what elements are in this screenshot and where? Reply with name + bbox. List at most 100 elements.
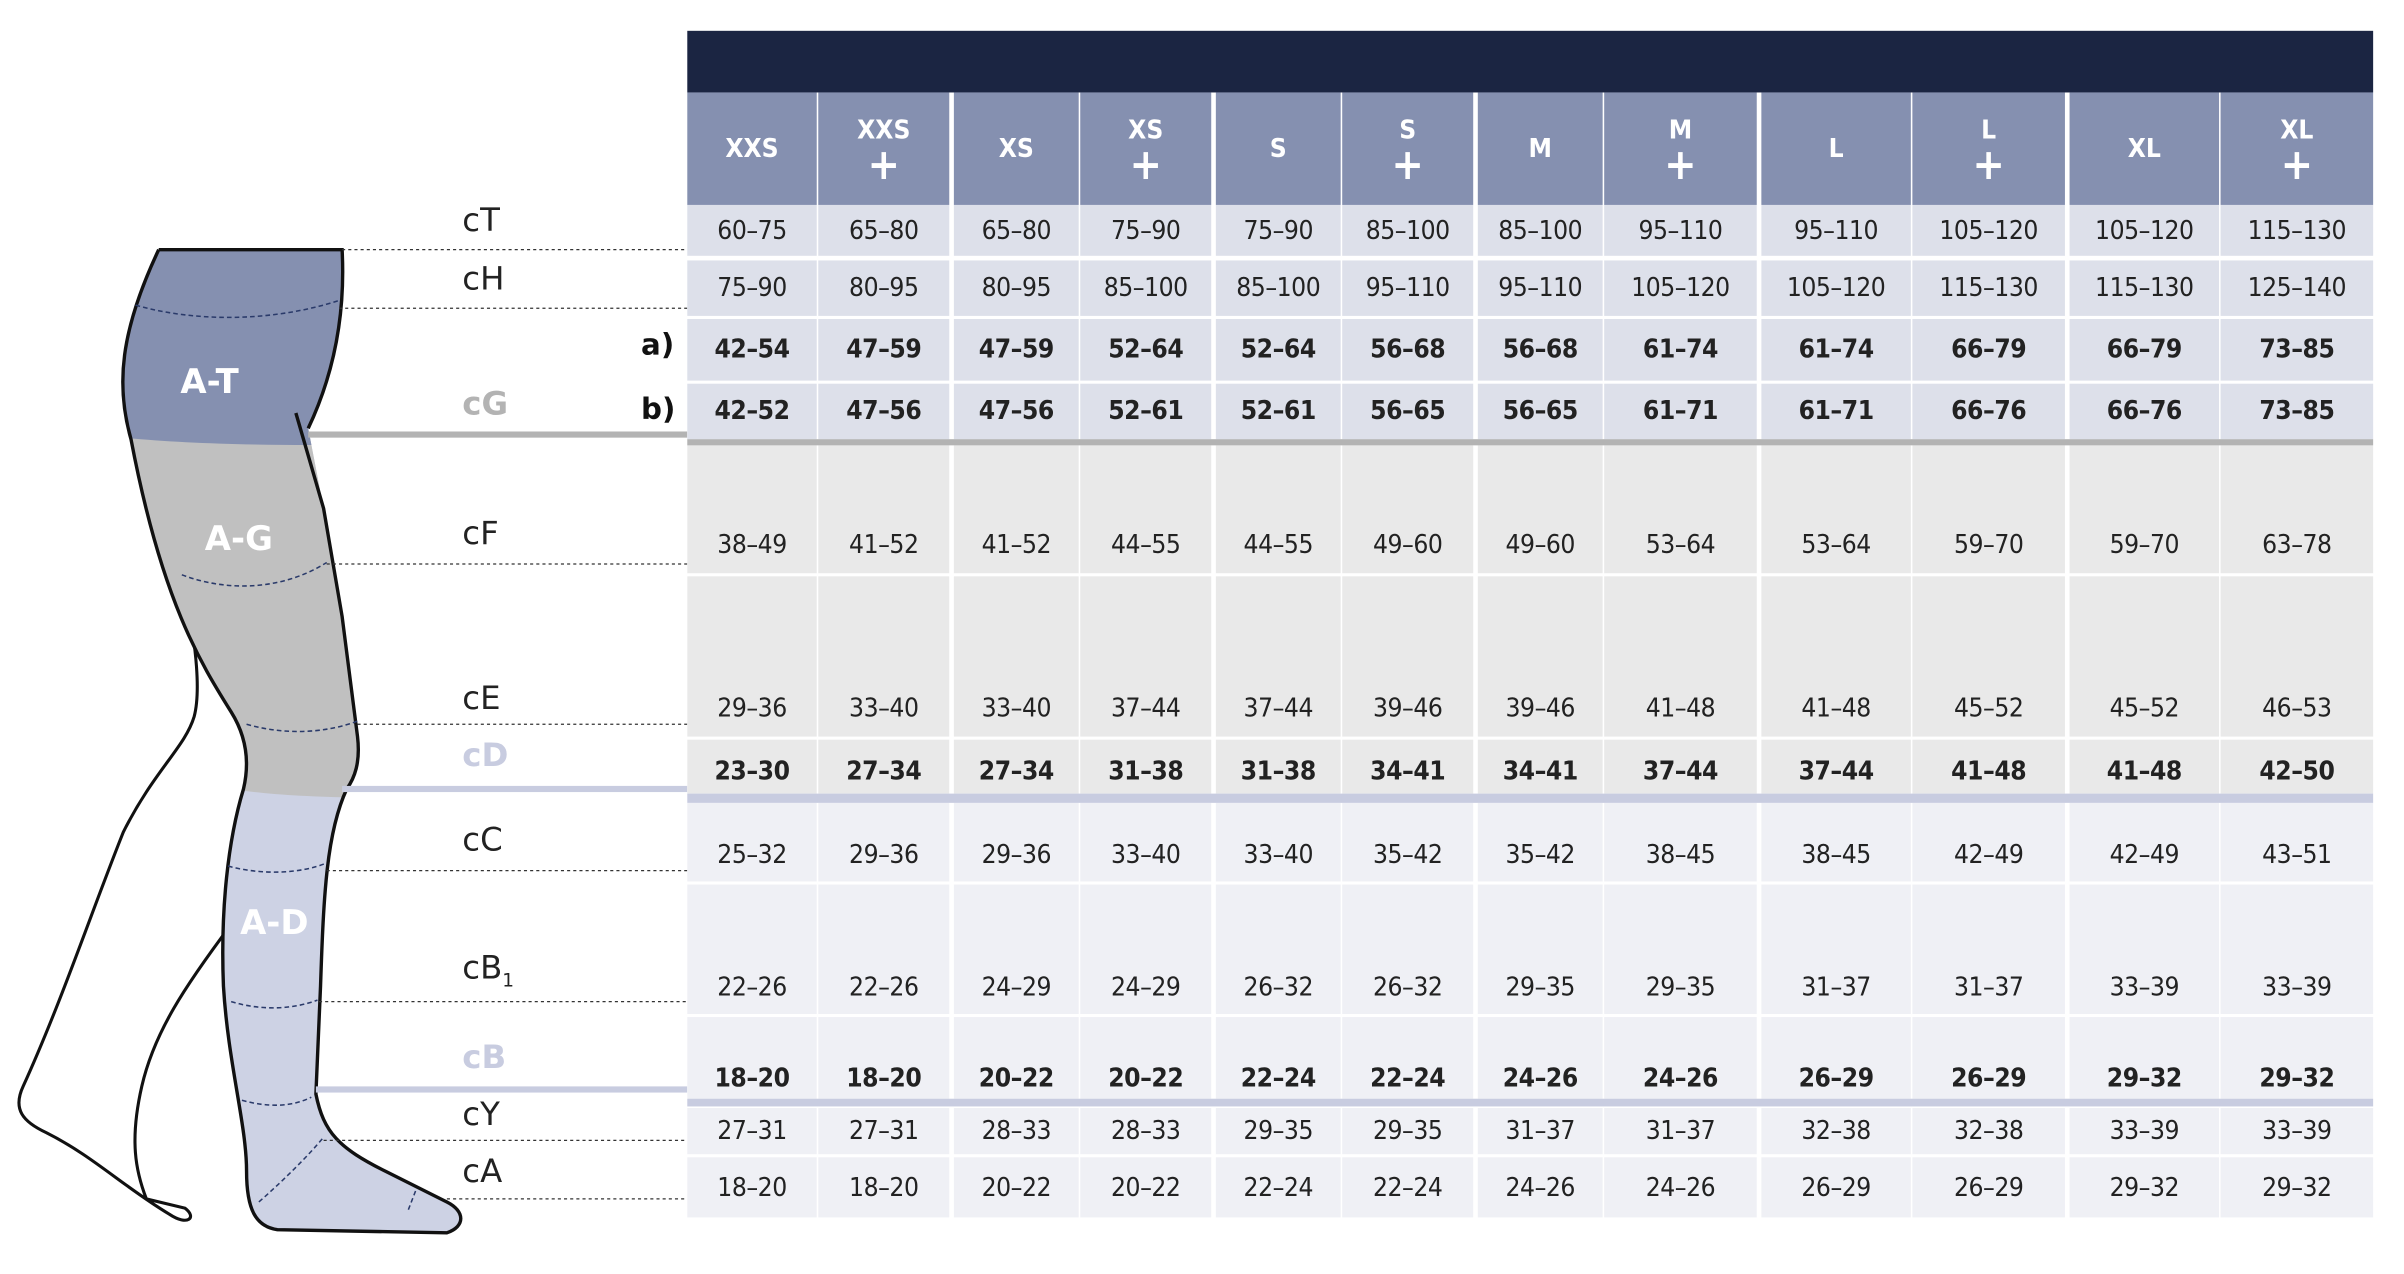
zone-t-fill [122,249,461,446]
table-cell: 52–64 [1215,318,1341,381]
table-cell: 23–30 [687,739,817,794]
table-cell: 61–74 [1604,318,1757,381]
table-cell: 47–59 [953,318,1079,381]
table-cell: 33–40 [1080,802,1212,882]
table-cell: 28–33 [953,1107,1079,1155]
front-leg-outline [121,247,463,1235]
table-cell: 41–52 [953,445,1079,574]
measure-label-cf: cF [462,517,498,550]
table-cell: 32–38 [1761,1107,1911,1155]
table-cell: 38–49 [687,445,817,574]
table-row-ca: 18–20 18–20 20–22 20–22 22–24 22–24 24–26 24–26… [687,1157,2374,1218]
table-cell: 34–41 [1477,739,1603,794]
table-cell: 65–80 [953,204,1079,256]
measure-label-cb1: cB1 [462,952,514,990]
plus-icon: + [867,137,901,189]
size-label: XS [998,133,1034,165]
table-cell: 80–95 [818,260,950,316]
table-cell: 52–61 [1080,383,1212,440]
measure-label-ct: cT [462,201,500,239]
plus-icon: + [1129,137,1162,189]
table-cell: 22–26 [818,884,950,1014]
header-cell-xxs: XXS [687,92,817,205]
table-cell: 31–38 [1080,739,1212,794]
table-cell: 105–120 [1761,260,1911,316]
table-cell: 33–39 [2220,884,2374,1014]
measure-label-text: cE [462,679,501,717]
table-cell: 56–65 [1477,383,1603,440]
table-cell: 22–26 [687,884,817,1014]
table-cell: 28–33 [1080,1107,1212,1155]
table-cell: 85–100 [1342,204,1474,256]
table-cell: 31–38 [1215,739,1341,794]
table-cell: 52–64 [1080,318,1212,381]
table-cell: 31–37 [1477,1107,1603,1155]
table-cell: 33–40 [1215,802,1341,882]
table-cell: 33–39 [2069,1107,2220,1155]
table-cell: 39–46 [1342,576,1474,737]
table-cell: 44–55 [1080,445,1212,574]
table-cell: 66–79 [2069,318,2220,381]
table-cell: 41–48 [1761,576,1911,737]
table-cell: 59–70 [2069,445,2220,574]
table-cell: 45–52 [2069,576,2220,737]
size-label: XS [1128,114,1164,146]
table-cell: 41–48 [1604,576,1757,737]
table-cell: 43–51 [2220,802,2374,882]
table-cell: 37–44 [1080,576,1212,737]
header-row: XXS XXS + XS XS + S S + M M + L L + XL XL + [687,92,2374,205]
size-label: XL [2280,114,2314,146]
table-cell: 22–24 [1215,1157,1341,1218]
table-row-ch: 75–90 80–95 80–95 85–100 85–100 95–110 95–110 1… [687,260,2374,316]
table-cell: 18–20 [687,1017,817,1099]
variant-label-b: b) [641,392,676,427]
table-cell: 42–52 [687,383,817,440]
size-label: L [1981,114,1997,146]
table-cell: 95–110 [1342,260,1474,316]
measure-label-text: cT [462,201,500,239]
size-label: XL [2127,133,2161,165]
measure-label-ce: cE [462,679,501,717]
table-cell: 29–35 [1215,1107,1341,1155]
table-cell: 49–60 [1342,445,1474,574]
table-cell: 29–36 [818,802,950,882]
table-cell: 85–100 [1477,204,1603,256]
table-cell: 24–26 [1604,1017,1757,1099]
cb-divider [687,1098,2374,1107]
table-row-cb1: 22–26 22–26 24–29 24–29 26–32 26–32 29–35 29–35… [687,884,2374,1014]
table-cell: 53–64 [1761,445,1911,574]
measure-label-text: cY [462,1095,500,1133]
table-cell: 56–68 [1342,318,1474,381]
table-cell: 35–42 [1342,802,1474,882]
table-cell: 22–24 [1215,1017,1341,1099]
table-cell: 26–29 [1761,1017,1911,1099]
table-cell: 41–48 [2069,739,2220,794]
plus-icon: + [1391,137,1424,189]
table-cell: 18–20 [687,1157,817,1218]
measure-lines [318,249,688,1200]
table-cell: 49–60 [1477,445,1603,574]
table-cell: 95–110 [1761,204,1911,256]
circumference-marks [135,299,417,1210]
size-label: S [1399,114,1417,146]
table-cell: 24–26 [1604,1157,1757,1218]
size-label: M [1668,114,1693,146]
measure-label-cb: cB [462,1041,506,1074]
zone-label-ag: A-G [205,519,273,558]
table-cell: 34–41 [1342,739,1474,794]
table-cell: 41–52 [818,445,950,574]
table-cell: 47–59 [818,318,950,381]
table-cell: 29–32 [2069,1017,2220,1099]
table-cell: 27–34 [818,739,950,794]
table-cell: 56–65 [1342,383,1474,440]
table-row-cb: 18–20 18–20 20–22 20–22 22–24 22–24 24–26 24–26… [687,1017,2374,1099]
measure-label-cg: cG [462,388,508,420]
table-cell: 95–110 [1477,260,1603,316]
table-top-bar [687,30,2374,93]
size-label: XXS [725,133,779,165]
table-cell: 80–95 [953,260,1079,316]
table-cell: 37–44 [1215,576,1341,737]
table-cell: 52–61 [1215,383,1341,440]
table-cell: 27–31 [818,1107,950,1155]
